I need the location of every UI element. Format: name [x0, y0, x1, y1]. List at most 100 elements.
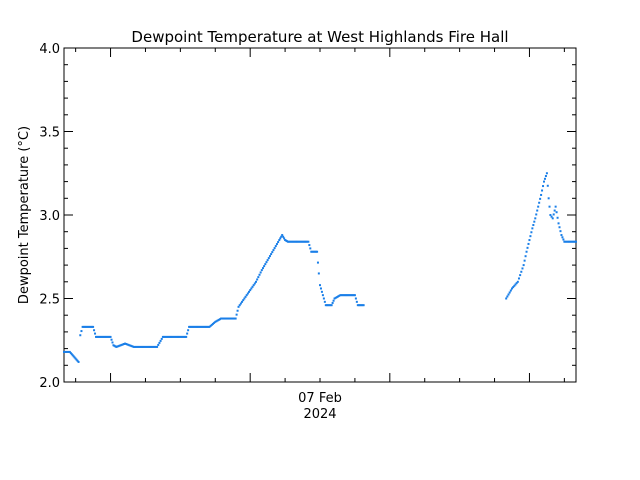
- data-point: [257, 276, 260, 279]
- data-point: [561, 236, 564, 239]
- data-point: [77, 360, 80, 363]
- data-point: [554, 205, 557, 208]
- data-point: [109, 335, 112, 338]
- data-point: [248, 290, 251, 293]
- data-point: [128, 344, 131, 347]
- data-point: [250, 287, 253, 290]
- data-point: [73, 356, 76, 359]
- data-point: [296, 240, 299, 243]
- data-point: [351, 294, 354, 297]
- data-point: [306, 240, 309, 243]
- data-point: [506, 295, 509, 298]
- data-point: [186, 332, 189, 335]
- data-point: [127, 343, 130, 346]
- data-point: [334, 296, 337, 299]
- data-point: [532, 224, 535, 227]
- data-point: [131, 345, 134, 348]
- data-point: [305, 240, 308, 243]
- data-point: [105, 335, 108, 338]
- data-point: [570, 240, 573, 243]
- data-point: [235, 313, 238, 316]
- data-point: [308, 244, 311, 247]
- data-point: [288, 240, 291, 243]
- x-axis-ticks: [75, 48, 565, 382]
- data-point: [110, 338, 113, 341]
- data-point: [508, 291, 511, 294]
- data-point: [339, 294, 342, 297]
- data-point: [193, 325, 196, 328]
- data-point: [273, 247, 276, 250]
- data-point: [324, 304, 327, 307]
- data-point: [88, 325, 91, 328]
- data-point: [311, 250, 314, 253]
- data-point: [135, 345, 138, 348]
- data-point: [291, 240, 294, 243]
- data-point: [289, 240, 292, 243]
- data-point: [546, 184, 549, 187]
- data-point: [118, 344, 121, 347]
- data-point: [338, 294, 341, 297]
- data-point: [537, 205, 540, 208]
- data-point: [172, 335, 175, 338]
- data-point: [272, 249, 275, 252]
- data-point: [543, 180, 545, 183]
- data-point: [173, 335, 176, 338]
- data-point: [188, 325, 191, 328]
- data-point: [100, 335, 103, 338]
- data-point: [242, 299, 245, 302]
- data-point: [519, 274, 522, 277]
- data-point: [512, 286, 515, 289]
- data-point: [226, 317, 229, 320]
- data-point: [237, 305, 240, 308]
- data-point: [115, 345, 118, 348]
- data-point: [232, 317, 235, 320]
- data-point: [530, 231, 533, 234]
- data-point: [130, 345, 133, 348]
- data-point: [234, 317, 237, 320]
- data-point: [211, 322, 214, 325]
- data-point: [72, 355, 75, 358]
- data-point: [347, 294, 350, 297]
- data-point: [129, 344, 132, 347]
- data-point: [325, 304, 328, 307]
- data-point: [224, 317, 227, 320]
- data-point: [359, 304, 362, 307]
- y-tick-label: 4.0: [39, 42, 60, 57]
- data-point: [312, 250, 315, 253]
- data-point: [309, 247, 312, 250]
- y-tick-label: 3.5: [39, 126, 60, 141]
- data-point: [548, 205, 551, 208]
- data-point: [278, 239, 281, 242]
- data-point: [316, 250, 319, 253]
- data-point: [300, 240, 303, 243]
- data-point: [550, 215, 553, 218]
- data-point: [243, 297, 246, 300]
- data-point: [111, 341, 114, 344]
- data-point: [221, 317, 224, 320]
- data-point: [159, 339, 162, 342]
- data-point: [357, 304, 360, 307]
- data-point: [249, 289, 252, 292]
- data-point: [207, 325, 210, 328]
- data-point: [189, 325, 192, 328]
- data-point: [302, 240, 305, 243]
- data-point: [117, 345, 120, 348]
- data-point: [344, 294, 347, 297]
- data-point: [568, 240, 571, 243]
- data-point: [94, 332, 97, 335]
- data-point: [225, 317, 228, 320]
- data-point: [287, 240, 289, 243]
- data-point: [206, 325, 209, 328]
- data-point: [521, 267, 524, 270]
- data-point: [356, 304, 359, 307]
- data-point: [509, 289, 512, 292]
- data-point: [549, 214, 552, 216]
- data-point: [281, 234, 284, 237]
- data-point: [187, 329, 190, 332]
- data-point: [203, 325, 206, 328]
- data-point: [80, 330, 83, 333]
- data-point: [69, 352, 72, 355]
- data-point: [328, 304, 331, 307]
- data-point: [317, 272, 320, 275]
- data-point: [533, 220, 536, 223]
